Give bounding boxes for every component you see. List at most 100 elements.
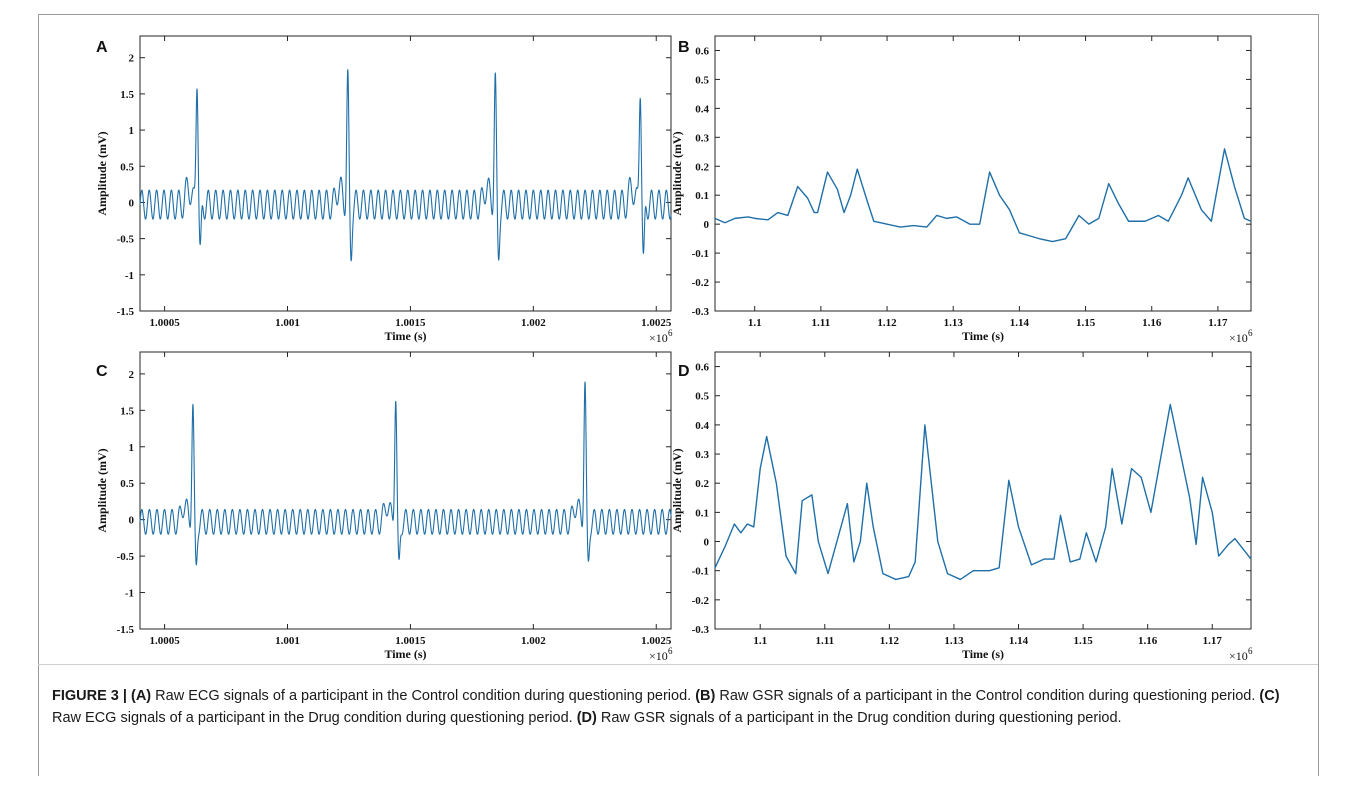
panel-b-y-tick-label: 0	[704, 219, 710, 231]
panel-a-x-tick-label: 1.0015	[395, 317, 426, 329]
panel-c-y-tick-label: 2	[129, 369, 135, 381]
panel-c-x-tick-label: 1.001	[275, 635, 300, 647]
figure-caption: FIGURE 3 | (A) Raw ECG signals of a part…	[52, 685, 1307, 729]
figure-frame-right	[1318, 14, 1319, 776]
panel-b-y-tick-label: 0.1	[695, 190, 709, 202]
panel-b-letter: B	[678, 39, 690, 56]
panel-a-y-tick-label: 1	[129, 125, 135, 137]
panel-b-signal-line	[714, 148, 1252, 243]
panel-a-x-axis-label: Time (s)	[384, 329, 426, 343]
panel-d-y-tick-label: 0.6	[695, 362, 709, 374]
panel-c-letter: C	[96, 363, 108, 380]
figure-caption-divider	[38, 664, 1318, 665]
caption-text-b: Raw GSR signals of a participant in the …	[715, 688, 1260, 704]
panel-d-letter: D	[678, 363, 690, 380]
panel-c-y-tick-label: -1.5	[117, 624, 135, 636]
panel-a-letter: A	[96, 39, 108, 56]
caption-text-d: Raw GSR signals of a participant in the …	[596, 710, 1122, 726]
panel-d-y-tick-label: 0.1	[695, 507, 709, 519]
panel-c-y-tick-label: 0.5	[120, 478, 134, 490]
panel-a-y-axis-label: Amplitude (mV)	[95, 131, 109, 215]
panel-c-signal-line	[139, 381, 672, 566]
panel-a-y-tick-label: -0.5	[117, 234, 135, 246]
panel-a-y-tick-label: 0.5	[120, 161, 134, 173]
panel-d-x-tick-label: 1.15	[1073, 635, 1093, 647]
panel-d-y-tick-label: -0.2	[692, 595, 710, 607]
panel-b-y-tick-label: 0.2	[695, 161, 709, 173]
panel-b-y-tick-label: -0.1	[692, 248, 709, 260]
panel-b-x-exponent-value: 6	[1248, 328, 1253, 338]
figure-frame-top	[38, 14, 1318, 15]
panel-c-x-tick-label: 1.0015	[395, 635, 426, 647]
panel-d-y-tick-label: 0.3	[695, 449, 709, 461]
panel-d-x-exponent-label: ×10	[1229, 649, 1248, 663]
panel-b-x-exponent-label: ×10	[1229, 331, 1248, 345]
panel-b-y-tick-label: -0.3	[692, 306, 710, 318]
panel-a-y-tick-label: 2	[129, 53, 135, 65]
panel-a-y-tick-label: 1.5	[120, 89, 134, 101]
panel-a-x-exponent-label: ×10	[649, 331, 668, 345]
panel-a-x-tick-label: 1.002	[521, 317, 546, 329]
panel-c-x-exponent-value: 6	[668, 646, 673, 656]
panel-d-y-tick-label: 0.4	[695, 420, 709, 432]
panel-a-y-tick-label: -1	[125, 270, 134, 282]
panel-a-y-tick-label: -1.5	[117, 306, 135, 318]
caption-text-a: Raw ECG signals of a participant in the …	[151, 688, 696, 704]
panel-d-x-tick-label: 1.13	[944, 635, 964, 647]
panel-c-y-axis-label: Amplitude (mV)	[95, 448, 109, 532]
panel-b-x-tick-label: 1.1	[748, 317, 762, 329]
panel-b-axes-box	[714, 35, 1252, 312]
panel-c-axes-box	[139, 351, 672, 630]
caption-label: FIGURE 3 |	[52, 688, 127, 704]
panel-c-y-tick-label: -1	[125, 588, 134, 600]
panel-c-x-axis-label: Time (s)	[384, 647, 426, 661]
panel-d-y-axis-label: Amplitude (mV)	[670, 448, 684, 532]
panel-b-x-tick-label: 1.12	[877, 317, 897, 329]
panel-a-axes-box	[139, 35, 672, 312]
panel-b-x-tick-label: 1.17	[1208, 317, 1228, 329]
panel-d-x-tick-label: 1.12	[880, 635, 900, 647]
panel-b-x-tick-label: 1.14	[1010, 317, 1030, 329]
panel-d-signal-line	[714, 403, 1252, 581]
panel-b-y-axis-label: Amplitude (mV)	[670, 131, 684, 215]
panel-c-y-tick-label: 0	[129, 515, 135, 527]
panel-d-x-exponent-value: 6	[1248, 646, 1253, 656]
panel-b-x-tick-label: 1.11	[812, 317, 831, 329]
panel-d-x-axis-label: Time (s)	[962, 647, 1004, 661]
panel-b-x-tick-label: 1.13	[944, 317, 964, 329]
panel-a-y-tick-label: 0	[129, 197, 135, 209]
panel-b-x-tick-label: 1.15	[1076, 317, 1096, 329]
panel-c-x-tick-label: 1.0025	[641, 635, 672, 647]
panel-c-y-tick-label: -0.5	[117, 551, 135, 563]
panel-b-y-tick-label: 0.3	[695, 132, 709, 144]
panel-a-x-tick-label: 1.0025	[641, 317, 672, 329]
panel-d-y-tick-label: 0.2	[695, 478, 709, 490]
panel-d-x-tick-label: 1.1	[753, 635, 767, 647]
caption-key-a: (A)	[131, 688, 152, 704]
panel-b-y-tick-label: 0.6	[695, 45, 709, 57]
panel-b-x-axis-label: Time (s)	[962, 329, 1004, 343]
caption-key-d: (D)	[576, 710, 597, 726]
caption-key-b: (B)	[695, 688, 716, 704]
panel-c-y-tick-label: 1.5	[120, 405, 134, 417]
panel-a-x-tick-label: 1.001	[275, 317, 300, 329]
panel-c-y-tick-label: 1	[129, 442, 135, 454]
panel-d-x-tick-label: 1.17	[1203, 635, 1223, 647]
panel-c-x-tick-label: 1.0005	[149, 635, 180, 647]
caption-text-c: Raw ECG signals of a participant in the …	[52, 710, 577, 726]
panel-b-y-tick-label: 0.5	[695, 74, 709, 86]
panel-d-x-tick-label: 1.14	[1009, 635, 1029, 647]
panel-a-x-exponent-value: 6	[668, 328, 673, 338]
panel-d-y-tick-label: 0.5	[695, 391, 709, 403]
panel-c-x-exponent-label: ×10	[649, 649, 668, 663]
panel-d-x-tick-label: 1.16	[1138, 635, 1158, 647]
caption-key-c: (C)	[1259, 688, 1280, 704]
panel-d-axes-box	[714, 351, 1252, 630]
panel-a-x-tick-label: 1.0005	[149, 317, 180, 329]
panel-d-y-tick-label: -0.1	[692, 566, 709, 578]
panel-c-x-tick-label: 1.002	[521, 635, 546, 647]
